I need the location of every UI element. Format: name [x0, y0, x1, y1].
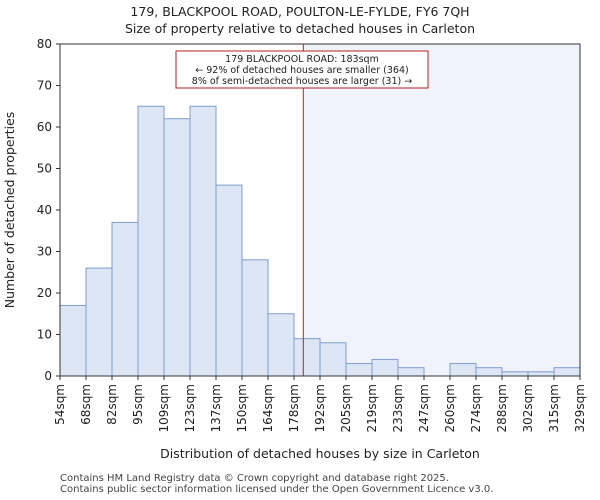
x-tick-label: 288sqm: [495, 384, 509, 432]
x-tick-label: 95sqm: [131, 384, 145, 425]
footer-copyright-line: Contains HM Land Registry data © Crown c…: [60, 473, 449, 484]
x-tick-label: 68sqm: [79, 384, 93, 425]
histogram-bar: [189, 105, 217, 377]
y-tick-label: 10: [37, 328, 52, 342]
x-tick-label: 315sqm: [547, 384, 561, 432]
histogram-bar: [371, 358, 399, 377]
y-tick-label: 60: [37, 120, 52, 134]
x-tick-label: 137sqm: [209, 384, 223, 432]
y-tick-label: 20: [37, 286, 52, 300]
x-axis-label: Distribution of detached houses by size …: [160, 446, 480, 461]
y-tick-label: 80: [37, 37, 52, 51]
footer-licence-line: Contains public sector information licen…: [60, 484, 494, 495]
x-tick-label: 82sqm: [105, 384, 119, 425]
y-tick-label: 0: [44, 369, 52, 383]
histogram-bar: [475, 367, 503, 377]
histogram-bar: [163, 118, 191, 377]
histogram-bar: [215, 184, 243, 377]
histogram-bar: [85, 267, 113, 377]
histogram-bar: [449, 363, 477, 377]
x-tick-label: 219sqm: [365, 384, 379, 432]
annotation-line: 179 BLACKPOOL ROAD: 183sqm: [225, 54, 379, 65]
x-tick-label: 164sqm: [261, 384, 275, 432]
chart-subtitle: Size of property relative to detached ho…: [124, 21, 476, 36]
histogram-bar: [319, 342, 347, 377]
x-tick-label: 150sqm: [235, 384, 249, 432]
x-tick-label: 329sqm: [573, 384, 587, 432]
x-tick-label: 260sqm: [443, 384, 457, 432]
x-tick-label: 205sqm: [339, 384, 353, 432]
x-tick-label: 233sqm: [391, 384, 405, 432]
histogram-bar: [59, 304, 87, 377]
histogram-bar: [553, 367, 581, 377]
x-tick-label: 274sqm: [469, 384, 483, 432]
x-tick-label: 302sqm: [521, 384, 535, 432]
histogram-bar: [267, 313, 295, 377]
histogram-bar: [111, 221, 139, 377]
x-tick-label: 123sqm: [183, 384, 197, 432]
x-tick-label: 247sqm: [417, 384, 431, 432]
y-tick-label: 30: [37, 245, 52, 259]
y-tick-label: 40: [37, 203, 52, 217]
annotation-line: 8% of semi-detached houses are larger (3…: [192, 76, 412, 87]
histogram-bar: [501, 371, 529, 377]
annotation-line: ← 92% of detached houses are smaller (36…: [195, 65, 408, 76]
highlight-region: [303, 44, 580, 376]
x-tick-label: 54sqm: [53, 384, 67, 425]
annotation-box: [175, 50, 429, 89]
y-tick-label: 50: [37, 162, 52, 176]
histogram-bar: [345, 363, 373, 377]
histogram-bar: [293, 338, 321, 377]
x-tick-label: 192sqm: [313, 384, 327, 432]
histogram-bar: [527, 371, 555, 377]
x-tick-label: 109sqm: [157, 384, 171, 432]
histogram-bar: [137, 105, 165, 377]
y-axis-label: Number of detached properties: [2, 112, 17, 309]
chart-title-address: 179, BLACKPOOL ROAD, POULTON-LE-FYLDE, F…: [130, 4, 470, 19]
y-tick-label: 70: [37, 79, 52, 93]
x-tick-label: 178sqm: [287, 384, 301, 432]
histogram-bar: [241, 259, 269, 377]
histogram-bar: [397, 367, 425, 377]
